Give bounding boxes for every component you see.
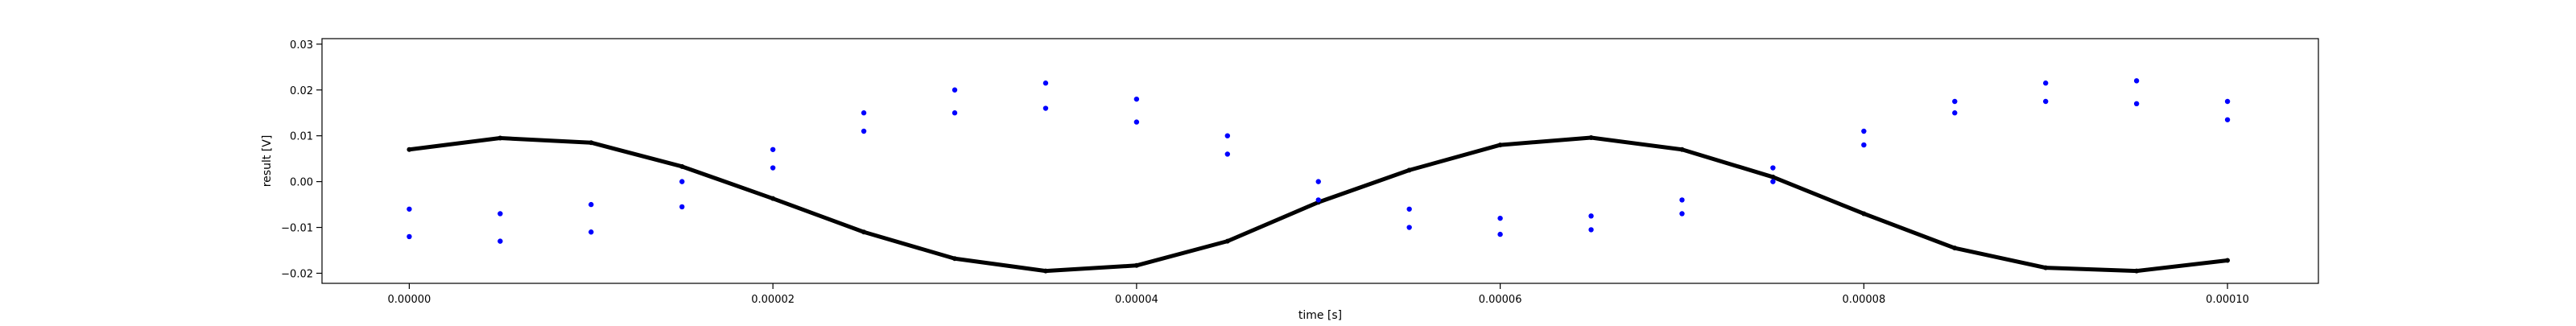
data-point xyxy=(1315,179,1321,184)
data-point xyxy=(2043,98,2049,105)
data-point xyxy=(1406,167,1412,173)
data-point xyxy=(2134,268,2140,274)
data-point xyxy=(1406,206,1412,212)
data-point xyxy=(1042,105,1049,111)
x-tick-label: 0.00006 xyxy=(1479,294,1522,306)
data-point xyxy=(952,256,958,262)
data-point xyxy=(1679,146,1685,152)
data-point xyxy=(2133,101,2140,107)
series-layer xyxy=(407,78,2231,274)
x-tick-label: 0.00004 xyxy=(1115,294,1158,306)
x-axis: 0.00000 0.00002 0.00004 0.00006 0.00008 0.000… xyxy=(388,283,2249,306)
data-point xyxy=(1861,142,1867,148)
data-point xyxy=(1133,262,1139,268)
x-tick-label: 0.00000 xyxy=(388,294,431,306)
data-point xyxy=(407,206,412,212)
y-axis: −0.02 −0.01 0.00 0.01 0.02 0.03 xyxy=(281,39,322,280)
x-axis-label: time [s] xyxy=(1298,309,1342,322)
data-point xyxy=(2224,117,2231,122)
plot-frame xyxy=(321,38,2319,284)
data-point xyxy=(1042,80,1049,86)
data-point xyxy=(861,128,867,134)
data-point xyxy=(1224,151,1231,157)
y-tick-label: −0.01 xyxy=(281,223,313,235)
data-point xyxy=(1497,231,1503,237)
data-point xyxy=(1770,179,1776,184)
data-point xyxy=(1497,215,1503,221)
x-tick-label: 0.00010 xyxy=(2206,294,2249,306)
data-point xyxy=(497,211,503,217)
y-tick-label: 0.01 xyxy=(290,131,313,143)
data-point xyxy=(588,229,594,235)
y-tick-label: 0.00 xyxy=(290,177,313,189)
y-tick-label: −0.02 xyxy=(281,268,313,280)
y-tick-label: 0.02 xyxy=(290,85,313,97)
data-point xyxy=(1861,128,1867,134)
data-point xyxy=(1497,142,1503,148)
data-point xyxy=(1679,211,1685,217)
data-point xyxy=(1315,197,1321,203)
data-point xyxy=(1133,119,1140,125)
x-tick-label: 0.00008 xyxy=(1842,294,1885,306)
data-point xyxy=(1224,133,1231,138)
data-point xyxy=(407,146,412,152)
data-point xyxy=(679,204,685,210)
data-point xyxy=(1770,165,1776,171)
data-point xyxy=(770,165,776,171)
data-point xyxy=(588,140,594,146)
data-point xyxy=(1406,225,1412,230)
x-tick-label: 0.00002 xyxy=(751,294,795,306)
data-point xyxy=(2043,265,2049,270)
data-point xyxy=(770,146,776,152)
data-point xyxy=(679,179,685,184)
data-point xyxy=(1952,110,1958,116)
y-tick-label: 0.03 xyxy=(290,39,313,52)
data-point xyxy=(588,201,594,208)
data-point xyxy=(1588,134,1594,140)
data-point xyxy=(2043,80,2049,86)
series-1 xyxy=(407,78,2231,221)
data-point xyxy=(679,163,685,169)
data-point xyxy=(1588,213,1594,219)
series-0 xyxy=(407,134,2231,274)
data-point xyxy=(1952,246,1958,251)
data-point xyxy=(2225,258,2231,263)
data-point xyxy=(407,233,412,240)
data-point xyxy=(952,110,958,116)
data-point xyxy=(861,110,867,116)
data-point xyxy=(770,196,776,201)
data-point xyxy=(2224,98,2231,105)
data-point xyxy=(1952,98,1958,105)
data-point xyxy=(2133,78,2140,84)
data-point xyxy=(1042,268,1048,274)
data-point xyxy=(952,87,958,93)
series-2 xyxy=(407,98,2231,244)
y-axis-label: result [V] xyxy=(261,135,274,188)
data-point xyxy=(497,135,503,141)
data-point xyxy=(1588,227,1594,233)
data-point xyxy=(497,238,503,244)
data-point xyxy=(1133,96,1140,102)
data-point xyxy=(1224,238,1230,244)
data-point xyxy=(1679,197,1685,203)
data-point xyxy=(1861,211,1867,217)
data-point xyxy=(1770,174,1776,180)
data-point xyxy=(861,229,867,235)
